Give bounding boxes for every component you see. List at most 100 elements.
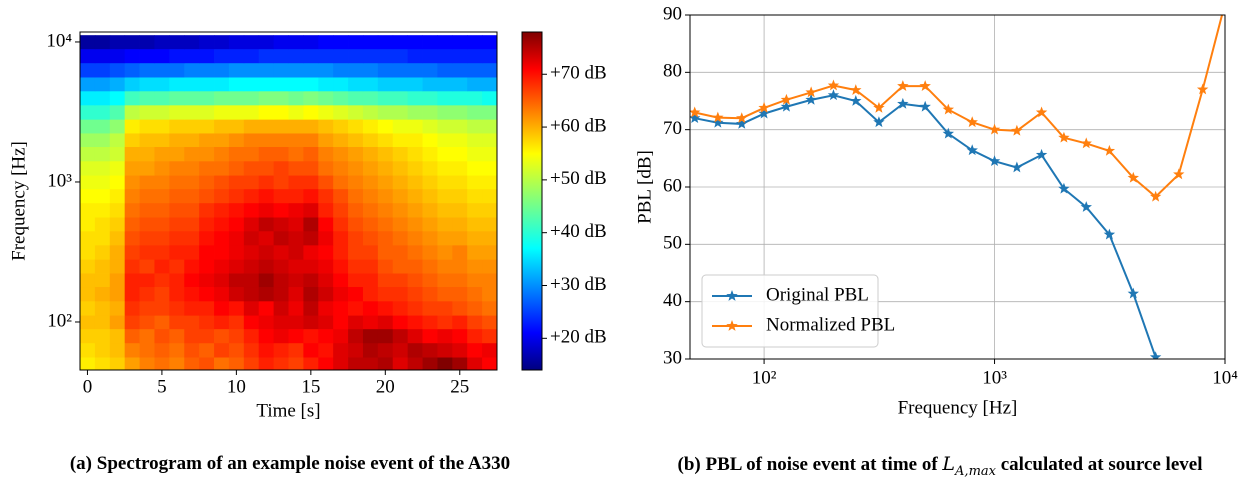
heatmap-cell	[80, 35, 96, 50]
heatmap-cell	[169, 259, 185, 274]
heatmap-cell	[154, 146, 170, 162]
heatmap-cell	[303, 217, 319, 232]
series-point	[736, 117, 748, 129]
heatmap-cell	[228, 217, 245, 232]
heatmap-cell	[243, 62, 260, 78]
heatmap-cell	[124, 217, 140, 232]
heatmap-cell	[243, 77, 260, 92]
heatmap-cell	[377, 90, 394, 106]
heatmap-cell	[467, 146, 483, 162]
heatmap-cell	[392, 244, 409, 260]
heatmap-cell	[154, 328, 170, 344]
heatmap-cell	[333, 62, 349, 78]
heatmap-cell	[184, 160, 200, 176]
legend-marker	[726, 320, 738, 331]
heatmap-cell	[467, 202, 483, 218]
heatmap-cell	[214, 342, 230, 358]
heatmap-cell	[80, 48, 96, 64]
heatmap-cell	[348, 328, 364, 344]
heatmap-cell	[452, 273, 468, 288]
heatmap-cell	[184, 300, 200, 316]
heatmap-cell	[184, 342, 200, 358]
heatmap-cell	[467, 90, 483, 106]
heatmap-cell	[214, 146, 230, 162]
heatmap-cell	[392, 175, 409, 190]
heatmap-cell	[273, 286, 289, 302]
heatmap-cell	[392, 217, 409, 232]
series-point	[780, 100, 793, 112]
heatmap-cell	[258, 300, 275, 316]
heatmap-cell	[288, 328, 304, 344]
heatmap-cell	[124, 48, 140, 64]
heatmap-cell	[407, 104, 423, 120]
heatmap-cell	[422, 286, 438, 302]
heatmap-cell	[109, 90, 126, 106]
heatmap-cell	[377, 244, 394, 260]
heatmap-cell	[318, 104, 334, 120]
heatmap-cell	[348, 160, 364, 176]
heatmap-cell	[437, 35, 453, 50]
heatmap-cell	[109, 300, 126, 316]
heatmap-cell	[184, 217, 200, 232]
heatmap-cell	[377, 230, 394, 246]
colorbar-tick-label: +60 dB	[550, 115, 607, 136]
heatmap-cell	[139, 230, 155, 246]
heatmap-cell	[214, 328, 230, 344]
heatmap-cell	[169, 328, 185, 344]
heatmap-cell	[437, 315, 453, 330]
heatmap-cell	[169, 202, 185, 218]
heatmap-cell	[437, 328, 453, 344]
heatmap-cell	[139, 315, 155, 330]
heatmap-cell	[407, 217, 423, 232]
heatmap-cell	[80, 90, 96, 106]
heatmap-cell	[228, 244, 245, 260]
heatmap-cell	[139, 160, 155, 176]
heatmap-cell	[258, 286, 275, 302]
heatmap-cell	[377, 328, 394, 344]
heatmap-cell	[377, 119, 394, 134]
heatmap-cell	[184, 328, 200, 344]
heatmap-cell	[452, 188, 468, 204]
heatmap-cell	[184, 259, 200, 274]
heatmap-cell	[154, 104, 170, 120]
heatmap-cell	[333, 104, 349, 120]
heatmap-cell	[109, 188, 126, 204]
heatmap-cell	[362, 90, 379, 106]
heatmap-cell	[139, 300, 155, 316]
heatmap-cell	[258, 48, 275, 64]
heatmap-cell	[422, 273, 438, 288]
heatmap-cell	[452, 35, 468, 50]
heatmap-cell	[377, 175, 394, 190]
heatmap-cell	[452, 119, 468, 134]
heatmap-cell	[214, 133, 230, 148]
heatmap-cell	[348, 286, 364, 302]
heatmap-cell	[288, 244, 304, 260]
heatmap-cell	[348, 230, 364, 246]
heatmap-cell	[437, 202, 453, 218]
heatmap-cell	[228, 273, 245, 288]
heatmap-cell	[392, 104, 409, 120]
heatmap-cell	[199, 146, 215, 162]
heatmap-cell	[348, 90, 364, 106]
heatmap-cell	[452, 286, 468, 302]
heatmap-cell	[109, 119, 126, 134]
heatmap-cell	[437, 175, 453, 190]
heatmap-cell	[422, 175, 438, 190]
heatmap-cell	[362, 300, 379, 316]
heatmap-cell	[392, 342, 409, 358]
heatmap-cell	[452, 300, 468, 316]
colorbar-tick-label: +50 dB	[550, 168, 607, 189]
y-tick-label: 70	[663, 118, 682, 139]
heatmap-cell	[199, 202, 215, 218]
heatmap-cell	[80, 286, 96, 302]
heatmap-cell	[452, 217, 468, 232]
heatmap-cell	[109, 146, 126, 162]
heatmap-cell	[467, 357, 483, 370]
heatmap-cell	[303, 342, 319, 358]
heatmap-cell	[94, 35, 111, 50]
heatmap-cell	[303, 119, 319, 134]
heatmap-cell	[482, 259, 497, 274]
heatmap-cell	[214, 259, 230, 274]
heatmap-cell	[154, 259, 170, 274]
heatmap-cell	[273, 77, 289, 92]
